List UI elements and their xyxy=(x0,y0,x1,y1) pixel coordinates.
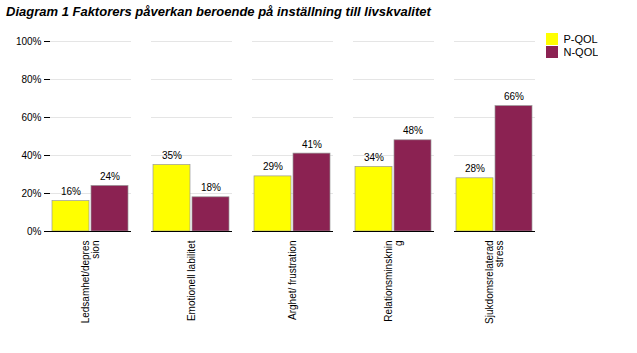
svg-text:Sjukdomsrelateradstress: Sjukdomsrelateradstress xyxy=(484,241,505,324)
svg-text:40%: 40% xyxy=(21,150,41,161)
svg-text:66%: 66% xyxy=(504,91,524,102)
svg-text:Relationsminskning: Relationsminskning xyxy=(383,241,404,322)
svg-text:0%: 0% xyxy=(27,226,42,237)
svg-text:41%: 41% xyxy=(302,139,322,150)
svg-text:100%: 100% xyxy=(16,36,42,47)
svg-text:Arghet/ frustration: Arghet/ frustration xyxy=(287,241,298,320)
svg-text:34%: 34% xyxy=(364,152,384,163)
svg-text:28%: 28% xyxy=(465,163,485,174)
html-text:Diagram 1 Faktorers påverkan b: Diagram 1 Faktorers påverkan beroende på… xyxy=(6,4,431,19)
svg-text:35%: 35% xyxy=(162,150,182,161)
svg-text:80%: 80% xyxy=(21,74,41,85)
svg-text:20%: 20% xyxy=(21,188,41,199)
svg-text:48%: 48% xyxy=(403,125,423,136)
svg-text:Ledsamhet/depression: Ledsamhet/depression xyxy=(80,241,101,324)
svg-text:Emotionell labilitet: Emotionell labilitet xyxy=(186,240,197,321)
svg-text:24%: 24% xyxy=(100,171,120,182)
svg-text:60%: 60% xyxy=(21,112,41,123)
svg-text:29%: 29% xyxy=(263,161,283,172)
html-text:P-QOL: P-QOL xyxy=(563,33,598,45)
html-text:N-QOL: N-QOL xyxy=(563,46,599,58)
svg-text:18%: 18% xyxy=(201,182,221,193)
svg-text:16%: 16% xyxy=(61,186,81,197)
